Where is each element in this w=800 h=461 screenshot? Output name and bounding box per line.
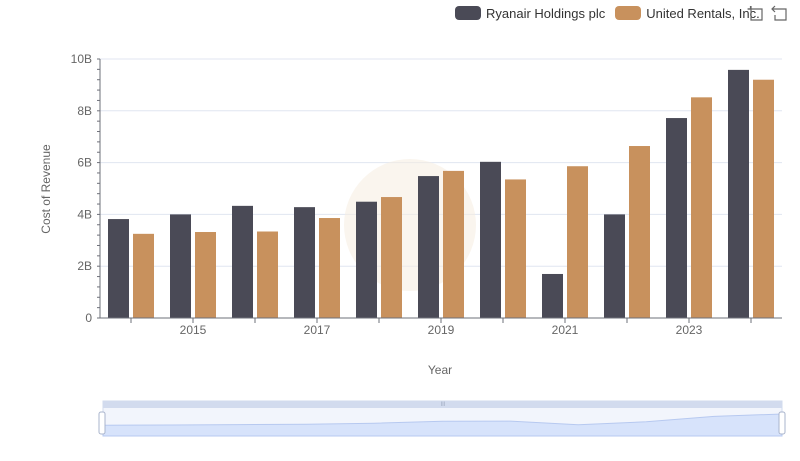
bar-united-rentals-2023[interactable] bbox=[691, 97, 712, 318]
bar-ryanair-2018[interactable] bbox=[356, 201, 377, 318]
bar-ryanair-2015[interactable] bbox=[170, 214, 191, 318]
svg-text:III: III bbox=[440, 402, 445, 408]
x-tick-label: 2023 bbox=[676, 323, 703, 337]
chart-legend: Ryanair Holdings plc United Rentals, Inc… bbox=[455, 4, 770, 22]
x-tick-label: 2019 bbox=[428, 323, 455, 337]
chart-toolbox bbox=[747, 5, 787, 21]
x-tick-label: 2021 bbox=[552, 323, 579, 337]
bar-united-rentals-2019[interactable] bbox=[443, 170, 464, 318]
bar-ryanair-2024[interactable] bbox=[728, 69, 749, 319]
bar-united-rentals-2018[interactable] bbox=[381, 197, 402, 318]
data-zoom-handle-right[interactable] bbox=[778, 411, 786, 435]
y-tick-label: 4B bbox=[77, 207, 92, 221]
zoom-reset-icon[interactable] bbox=[771, 5, 787, 21]
bar-ryanair-2019[interactable] bbox=[418, 176, 439, 318]
data-zoom-handle-left[interactable] bbox=[98, 411, 106, 435]
x-axis-title: Year bbox=[428, 363, 452, 377]
bar-ryanair-2014[interactable] bbox=[108, 219, 129, 318]
legend-swatch-ryanair bbox=[455, 6, 481, 20]
bar-ryanair-2021[interactable] bbox=[542, 273, 563, 318]
bar-united-rentals-2021[interactable] bbox=[567, 166, 588, 318]
y-tick-label: 0 bbox=[85, 311, 92, 325]
bar-ryanair-2020[interactable] bbox=[480, 161, 501, 318]
bar-united-rentals-2020[interactable] bbox=[505, 179, 526, 318]
bar-united-rentals-2016[interactable] bbox=[257, 231, 278, 318]
y-tick-label: 6B bbox=[77, 156, 92, 170]
y-tick-label: 2B bbox=[77, 259, 92, 273]
legend-label-ryanair: Ryanair Holdings plc bbox=[486, 5, 606, 21]
bar-ryanair-2022[interactable] bbox=[604, 214, 625, 318]
bar-ryanair-2023[interactable] bbox=[666, 118, 687, 318]
bar-united-rentals-2015[interactable] bbox=[195, 232, 216, 318]
bar-united-rentals-2017[interactable] bbox=[319, 218, 340, 318]
x-axis-labels: 2015 2017 2019 2021 2023 bbox=[180, 323, 703, 337]
axes bbox=[97, 58, 782, 323]
bar-united-rentals-2014[interactable] bbox=[133, 233, 154, 318]
bar-united-rentals-2022[interactable] bbox=[629, 146, 650, 318]
data-zoom-preview bbox=[102, 413, 783, 437]
y-axis-title: Cost of Revenue bbox=[39, 144, 53, 234]
y-tick-label: 8B bbox=[77, 104, 92, 118]
bar-united-rentals-2024[interactable] bbox=[753, 79, 774, 318]
y-axis-labels: 0 2B 4B 6B 8B 10B bbox=[71, 52, 93, 325]
y-tick-label: 10B bbox=[71, 52, 92, 66]
zoom-select-icon[interactable] bbox=[747, 5, 763, 21]
data-zoom-slider[interactable]: III bbox=[98, 400, 786, 437]
x-tick-label: 2017 bbox=[304, 323, 331, 337]
legend-item-united-rentals[interactable]: United Rentals, Inc. bbox=[615, 5, 760, 21]
legend-swatch-united-rentals bbox=[615, 6, 642, 20]
x-tick-label: 2015 bbox=[180, 323, 207, 337]
legend-label-united-rentals: United Rentals, Inc. bbox=[646, 5, 760, 21]
legend-item-ryanair[interactable]: Ryanair Holdings plc bbox=[455, 6, 605, 21]
bars bbox=[108, 69, 774, 319]
bar-ryanair-2016[interactable] bbox=[232, 205, 253, 318]
bar-ryanair-2017[interactable] bbox=[294, 207, 315, 318]
